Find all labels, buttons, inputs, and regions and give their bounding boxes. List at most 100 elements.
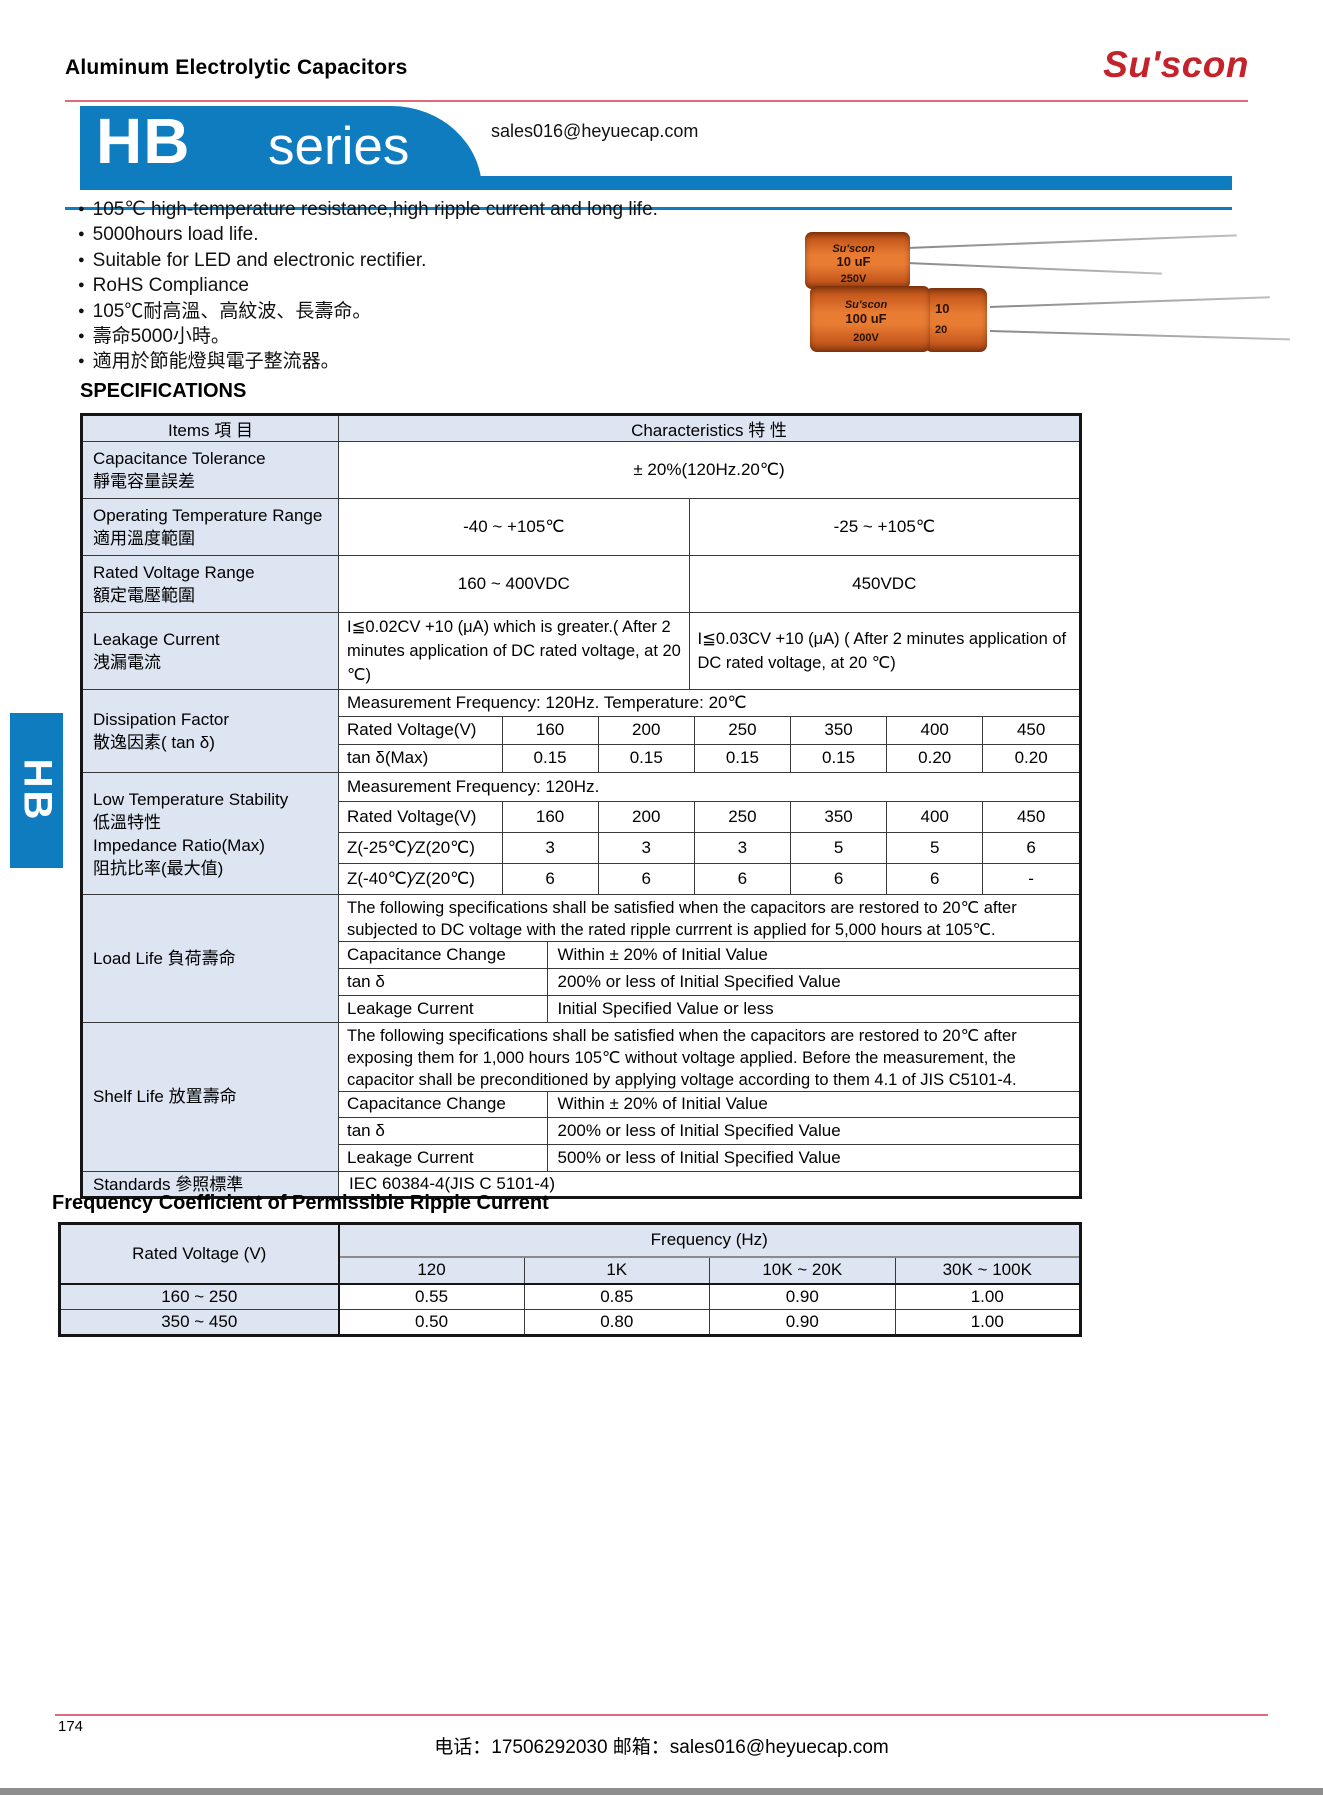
bullet-icon: ● — [78, 279, 85, 292]
spec-row-dissipation-factor: Dissipation Factor 散逸因素( tan δ) Measurem… — [81, 689, 1081, 773]
voltage-cell: 400 — [886, 800, 984, 833]
value-cell: The following specifications shall be sa… — [338, 894, 1081, 1023]
standards-value: IEC 60384-4(JIS C 5101-4) — [338, 1171, 1081, 1198]
spec-row-standards: Standards 參照標準 IEC 60384-4(JIS C 5101-4) — [81, 1171, 1081, 1198]
series-banner — [80, 106, 482, 190]
voltage-range-cell: 350 ~ 450 — [59, 1309, 340, 1336]
criteria-value: Within ± 20% of Initial Value — [546, 941, 1079, 969]
spec-row-operating-temp: Operating Temperature Range 適用溫度範圍 -40 ~… — [81, 498, 1081, 556]
freq-header-row: Rated Voltage (V) Frequency (Hz) — [59, 1223, 1081, 1285]
tand-cell: 0.15 — [789, 743, 888, 772]
spec-row-leakage-current: Leakage Current 洩漏電流 I≦0.02CV +10 (μA) w… — [81, 612, 1081, 690]
capacitor-partial: 10 20 — [925, 288, 987, 352]
feature-text: 適用於節能燈與電子整流器。 — [92, 351, 340, 373]
feature-text: 5000hours load life. — [92, 224, 259, 246]
tand-cell: 0.15 — [597, 743, 695, 772]
coefficient-cell: 0.55 — [338, 1283, 525, 1310]
row-label-zh: 靜電容量誤差 — [93, 472, 195, 491]
feature-text: RoHS Compliance — [92, 275, 249, 297]
voltage-cell: 450 — [982, 715, 1079, 745]
freq-header-rated-voltage: Rated Voltage (V) — [59, 1223, 340, 1285]
row-label-en: Impedance Ratio(Max) — [93, 835, 265, 855]
freq-col-header: 30K ~ 100K — [894, 1256, 1081, 1285]
row-label: Dissipation Factor 散逸因素( tan δ) — [81, 689, 339, 773]
spec-row-low-temp-stability: Low Temperature Stability 低溫特性 Impedance… — [81, 772, 1081, 895]
feature-text: 105℃耐高溫、高紋波、長壽命。 — [92, 300, 372, 322]
row-label-zh: 額定電壓範圍 — [93, 586, 195, 605]
capacitor-lead — [906, 262, 1162, 275]
spec-header-characteristics: Characteristics 特 性 — [338, 414, 1081, 442]
feature-text: 105℃ high-temperature resistance,high ri… — [92, 199, 658, 220]
capacitor-bottom: Su'scon 100 uF 200V — [810, 286, 930, 352]
voltage-cell: 250 — [693, 715, 791, 745]
voltage-cell: 250 — [693, 800, 791, 833]
feature-item: ● 105℃耐高溫、高紋波、長壽命。 — [78, 299, 778, 324]
value-cell: ± 20%(120Hz.20℃) — [338, 441, 1081, 499]
bullet-icon: ● — [78, 253, 85, 266]
capacitor-lead — [989, 296, 1270, 308]
subrow-label: tan δ(Max) — [339, 743, 503, 772]
spec-header-row: Items 項 目 Characteristics 特 性 — [81, 414, 1081, 442]
specifications-table: Items 項 目 Characteristics 特 性 Capacitanc… — [80, 413, 1082, 1199]
voltage-cell: 160 — [501, 715, 599, 745]
series-banner-strip — [440, 176, 1232, 190]
freq-data-row: 160 ~ 250 0.55 0.85 0.90 1.00 — [59, 1283, 1081, 1310]
capacitor-lead — [989, 330, 1290, 341]
feature-text: Suitable for LED and electronic rectifie… — [92, 249, 427, 271]
voltage-cell: 400 — [886, 715, 984, 745]
criteria-label: Leakage Current — [339, 1143, 548, 1171]
row-label-zh: 散逸因素( tan δ) — [93, 733, 215, 752]
footer-contact: 电话：17506292030 邮箱：sales016@heyuecap.com — [434, 1737, 889, 1758]
page-edge-bar — [0, 1788, 1323, 1795]
feature-item: ● 適用於節能燈與電子整流器。 — [78, 349, 778, 374]
capacitor-voltage-text: 20 — [935, 324, 948, 336]
row-label: Leakage Current 洩漏電流 — [81, 612, 339, 690]
capacitor-value-text: 10 uF — [836, 254, 871, 269]
value-cell: Measurement Frequency: 120Hz. Rated Volt… — [338, 772, 1081, 895]
subrow-label: Z(-25℃)⁄Z(20℃) — [339, 831, 503, 864]
impedance-cell: 3 — [693, 831, 791, 864]
coefficient-cell: 0.50 — [338, 1309, 525, 1336]
capacitor-photo: Su'scon 10 uF 250V 10 20 Su'scon 100 uF … — [795, 224, 1290, 354]
measurement-condition: Measurement Frequency: 120Hz. Temperatur… — [339, 690, 1079, 717]
specifications-heading: SPECIFICATIONS — [80, 380, 247, 402]
value-cell: 160 ~ 400VDC 450VDC — [338, 555, 1081, 613]
page-title: Aluminum Electrolytic Capacitors — [65, 56, 408, 79]
banner-underline — [65, 207, 1232, 210]
impedance-cell: 5 — [886, 831, 984, 864]
voltage-cell: 450 — [982, 800, 1079, 833]
bullet-icon: ● — [78, 228, 85, 241]
value-cell: I≦0.02CV +10 (μA) which is greater.( Aft… — [338, 612, 1081, 690]
feature-item: ● 壽命5000小時。 — [78, 324, 778, 349]
contact-email: sales016@heyuecap.com — [491, 121, 699, 141]
coefficient-cell: 0.90 — [709, 1283, 896, 1310]
capacitor-top: Su'scon 10 uF 250V — [805, 232, 910, 289]
series-code: HB — [96, 105, 191, 177]
subrow-label: Rated Voltage(V) — [339, 800, 503, 833]
spec-row-shelf-life: Shelf Life 放置壽命 The following specificat… — [81, 1021, 1081, 1172]
criteria-value: 200% or less of Initial Specified Value — [546, 968, 1079, 996]
criteria-label: Leakage Current — [339, 995, 548, 1022]
feature-list: ● 105℃ high-temperature resistance,high r… — [78, 197, 778, 375]
bullet-icon: ● — [78, 355, 85, 368]
criteria-value: Within ± 20% of Initial Value — [546, 1090, 1079, 1118]
row-label-en: Leakage Current — [93, 630, 220, 649]
impedance-cell: 6 — [693, 862, 791, 894]
voltage-cell: 160 — [501, 800, 599, 833]
row-label: Standards 參照標準 — [81, 1171, 339, 1198]
row-label: Capacitance Tolerance 靜電容量誤差 — [81, 441, 339, 499]
subrow-label: Z(-40℃)⁄Z(20℃) — [339, 862, 503, 894]
row-label-zh: 適用溫度範圍 — [93, 529, 195, 548]
bullet-icon: ● — [78, 330, 85, 343]
criteria-label: Capacitance Change — [339, 1090, 548, 1118]
footer-rule — [55, 1714, 1268, 1716]
frequency-heading: Frequency Coefficient of Permissible Rip… — [52, 1192, 549, 1214]
row-label-en: Dissipation Factor — [93, 710, 230, 729]
row-label-en: Capacitance Tolerance — [93, 449, 266, 468]
spec-row-capacitance-tolerance: Capacitance Tolerance 靜電容量誤差 ± 20%(120Hz… — [81, 441, 1081, 499]
capacitor-brand-text: Su'scon — [832, 243, 875, 255]
impedance-cell: 3 — [501, 831, 599, 864]
subrow-label: Rated Voltage(V) — [339, 715, 503, 745]
capacitor-value-text: 100 uF — [845, 311, 887, 326]
criteria-label: Capacitance Change — [339, 941, 548, 969]
